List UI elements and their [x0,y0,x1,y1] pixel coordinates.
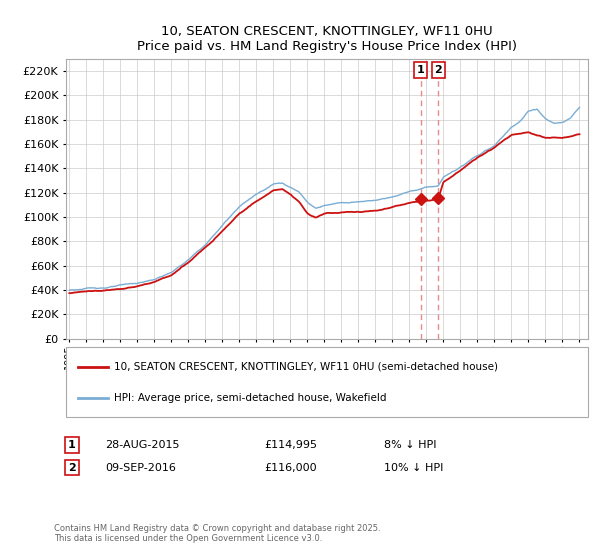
Text: 10% ↓ HPI: 10% ↓ HPI [384,463,443,473]
Text: 10, SEATON CRESCENT, KNOTTINGLEY, WF11 0HU (semi-detached house): 10, SEATON CRESCENT, KNOTTINGLEY, WF11 0… [114,362,498,372]
Text: £116,000: £116,000 [264,463,317,473]
Text: 2: 2 [68,463,76,473]
Text: 2: 2 [434,65,442,74]
Text: 28-AUG-2015: 28-AUG-2015 [105,440,179,450]
Text: 09-SEP-2016: 09-SEP-2016 [105,463,176,473]
Text: Contains HM Land Registry data © Crown copyright and database right 2025.
This d: Contains HM Land Registry data © Crown c… [54,524,380,543]
Text: 1: 1 [68,440,76,450]
Text: HPI: Average price, semi-detached house, Wakefield: HPI: Average price, semi-detached house,… [114,393,386,403]
Text: £114,995: £114,995 [264,440,317,450]
Text: 1: 1 [416,65,424,74]
Title: 10, SEATON CRESCENT, KNOTTINGLEY, WF11 0HU
Price paid vs. HM Land Registry's Hou: 10, SEATON CRESCENT, KNOTTINGLEY, WF11 0… [137,25,517,53]
Text: 8% ↓ HPI: 8% ↓ HPI [384,440,437,450]
